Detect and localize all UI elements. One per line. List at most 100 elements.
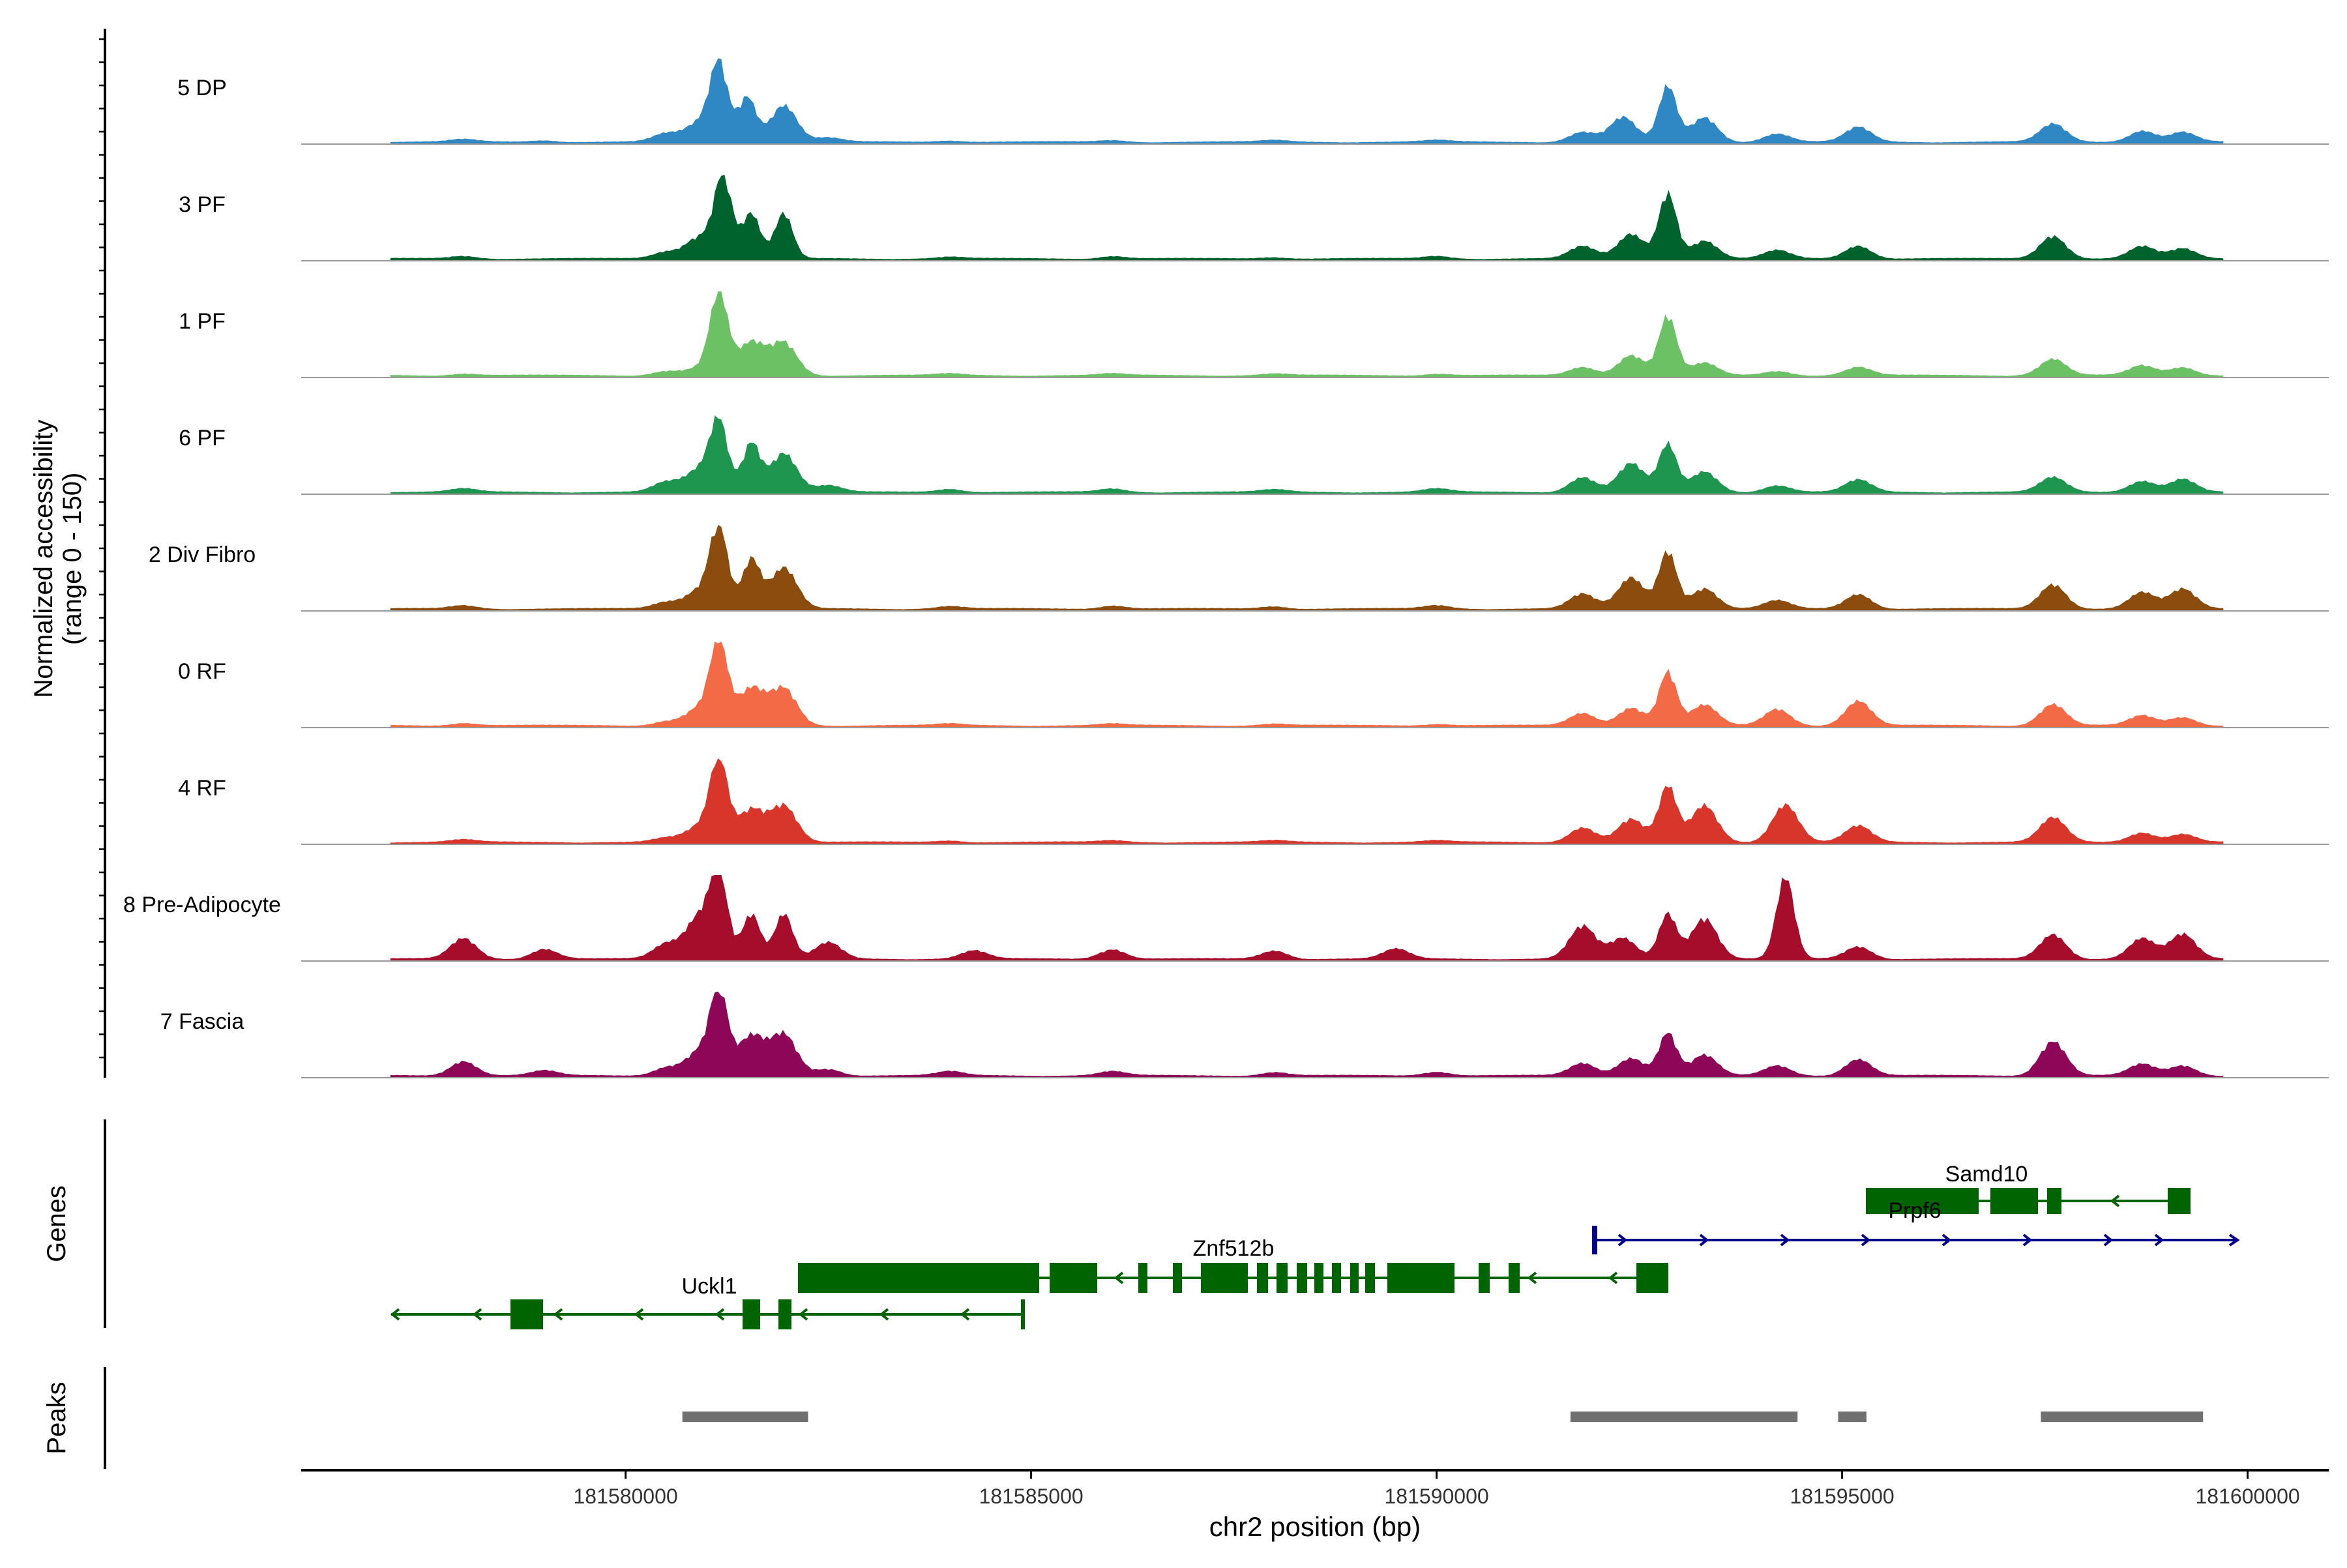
peak-region	[682, 1412, 808, 1422]
gene-samd10-strand-arrow	[2110, 1194, 2120, 1207]
track-label: 1 PF	[179, 309, 226, 334]
gene-znf512b-strand-arrow	[1608, 1271, 1618, 1284]
coverage-area	[390, 642, 2224, 728]
peak-region	[1570, 1412, 1798, 1422]
coverage-track: 8 Pre-Adipocyte	[123, 875, 2329, 962]
gene-znf512b-exon	[1257, 1263, 1268, 1293]
gene-znf512b-exon	[1365, 1263, 1375, 1293]
gene-prpf6-strand-arrow	[2103, 1234, 2114, 1247]
gene-znf512b	[798, 1263, 1668, 1293]
gene-znf512b-exon	[1387, 1263, 1454, 1293]
coverage-y-label-line1: Normalized accessibility	[29, 420, 58, 698]
gene-uckl1-strand-arrow	[879, 1308, 889, 1321]
gene-znf512b-exon	[1277, 1263, 1288, 1293]
gene-prpf6-strand-arrow	[1941, 1234, 1952, 1247]
coverage-track: 3 PF	[179, 175, 2329, 261]
coverage-track: 1 PF	[179, 291, 2329, 378]
coverage-track: 2 Div Fibro	[149, 525, 2329, 612]
gene-prpf6-strand-arrow	[1699, 1234, 1709, 1247]
x-tick-label: 181600000	[2196, 1485, 2300, 1508]
gene-znf512b-exon	[1314, 1263, 1323, 1293]
coverage-track: 5 DP	[177, 58, 2329, 145]
x-axis-ticks: 181580000 181585000 181590000 181595000 1816…	[574, 1470, 2300, 1508]
gene-annotations: Samd10 Prpf6	[390, 1162, 2240, 1329]
coverage-area	[390, 992, 2224, 1078]
coverage-area	[390, 58, 2224, 145]
gene-prpf6	[1592, 1226, 2240, 1254]
x-tick-label: 181585000	[979, 1485, 1084, 1508]
coverage-area	[390, 175, 2224, 261]
gene-samd10-exon	[1990, 1188, 2038, 1214]
coverage-track: 4 RF	[178, 758, 2329, 845]
gene-znf512b-exon	[1509, 1263, 1520, 1293]
track-label: 5 DP	[177, 76, 227, 100]
coverage-track: 0 RF	[178, 642, 2329, 728]
coverage-y-axis-ticks	[99, 38, 105, 1059]
peak-regions	[682, 1412, 2204, 1422]
gene-znf512b-exon	[1636, 1263, 1668, 1293]
gene-prpf6-strand-arrow	[1617, 1234, 1628, 1247]
gene-znf512b-exon	[1050, 1263, 1097, 1293]
gene-uckl1-label: Uckl1	[681, 1274, 737, 1299]
gene-znf512b-label: Znf512b	[1193, 1236, 1275, 1261]
gene-prpf6-label: Prpf6	[1888, 1198, 1941, 1223]
gene-uckl1-strand-arrow	[634, 1308, 644, 1321]
gene-uckl1-strand-arrow	[472, 1308, 482, 1321]
gene-samd10	[1866, 1188, 2191, 1214]
track-label: 0 RF	[178, 659, 226, 684]
gene-prpf6-strand-arrow	[2154, 1234, 2164, 1247]
peaks-panel-label: Peaks	[42, 1382, 71, 1454]
track-label: 2 Div Fibro	[149, 542, 256, 567]
gene-uckl1	[390, 1299, 1025, 1329]
coverage-track: 7 Fascia	[160, 992, 2329, 1078]
peak-region	[2041, 1412, 2204, 1422]
gene-uckl1-strand-arrow	[715, 1308, 725, 1321]
x-axis-title: chr2 position (bp)	[1209, 1511, 1421, 1542]
coverage-track: 6 PF	[179, 415, 2329, 495]
peak-region	[1838, 1412, 1867, 1422]
track-label: 7 Fascia	[160, 1009, 244, 1034]
gene-samd10-exon	[2168, 1188, 2191, 1214]
gene-znf512b-exon	[1138, 1263, 1147, 1293]
gene-prpf6-strand-arrow	[2022, 1234, 2033, 1247]
gene-znf512b-exon	[1201, 1263, 1248, 1293]
coverage-area	[390, 525, 2224, 611]
gene-uckl1-exon	[778, 1299, 791, 1329]
gene-uckl1-strand-arrow	[960, 1308, 970, 1321]
gene-znf512b-exon	[1350, 1263, 1359, 1293]
gene-prpf6-strand-arrow	[1861, 1234, 1871, 1247]
gene-prpf6-exon	[1592, 1226, 1597, 1254]
gene-uckl1-exon	[510, 1299, 543, 1329]
coverage-area	[390, 291, 2224, 377]
gene-uckl1-exon	[743, 1299, 760, 1329]
track-label: 3 PF	[179, 192, 226, 217]
x-tick-label: 181590000	[1385, 1485, 1489, 1508]
gene-samd10-exon	[1866, 1188, 1979, 1214]
coverage-area	[390, 415, 2224, 494]
gene-samd10-exon	[2047, 1188, 2061, 1214]
coverage-area	[390, 875, 2224, 961]
gene-uckl1-strand-arrow	[390, 1308, 400, 1321]
coverage-tracks: 5 DP 3 PF 1 PF 6 PF 2 Div Fibro 0 RF 4 RF 8 Pre…	[123, 58, 2329, 1078]
gene-znf512b-exon	[1297, 1263, 1307, 1293]
gene-znf512b-exon	[1173, 1263, 1182, 1293]
gene-znf512b-strand-arrow	[1527, 1271, 1537, 1284]
gene-prpf6-strand-arrow	[1780, 1234, 1790, 1247]
gene-znf512b-exon	[1479, 1263, 1490, 1293]
gene-uckl1-exon	[1021, 1299, 1025, 1329]
gene-znf512b-exon	[1332, 1263, 1341, 1293]
gene-uckl1-strand-arrow	[553, 1308, 563, 1321]
gene-znf512b-strand-arrow	[1114, 1271, 1124, 1284]
gene-uckl1-strand-arrow	[798, 1308, 808, 1321]
gene-samd10-label: Samd10	[1945, 1162, 2028, 1187]
coverage-area	[390, 758, 2224, 844]
x-tick-label: 181595000	[1790, 1485, 1895, 1508]
gene-znf512b-exon	[798, 1263, 1039, 1293]
track-label: 8 Pre-Adipocyte	[123, 893, 281, 917]
coverage-y-label-line2: (range 0 - 150)	[58, 473, 87, 645]
track-label: 6 PF	[179, 426, 226, 451]
x-tick-label: 181580000	[574, 1485, 678, 1508]
